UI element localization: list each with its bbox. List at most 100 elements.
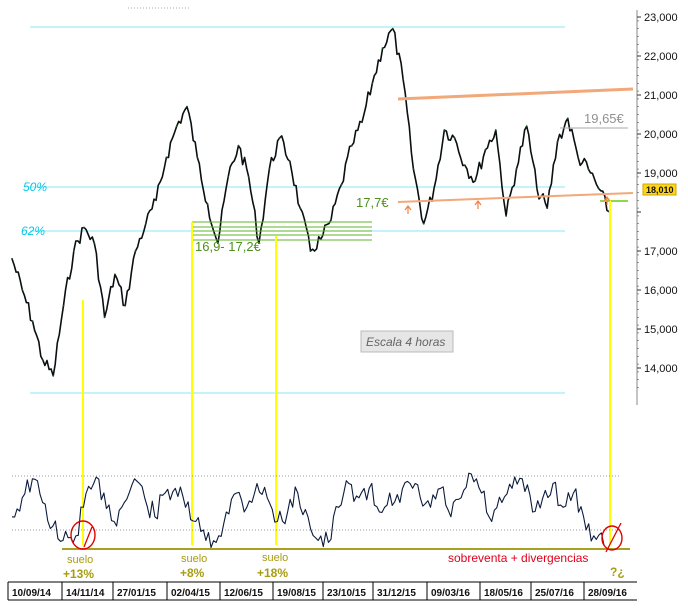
price-point <box>515 168 518 171</box>
low-2-label: suelo <box>181 553 207 565</box>
low-1-gain: +13% <box>63 567 94 581</box>
price-point <box>391 27 394 30</box>
price-point <box>114 273 116 276</box>
y-tick-label: 19,000 <box>644 168 678 180</box>
price-point <box>278 137 281 139</box>
oscillator-panel <box>11 472 630 550</box>
support-zone-label: 16,9- 17,2€ <box>195 239 262 254</box>
price-point <box>443 129 446 132</box>
price-point <box>247 176 250 178</box>
oscillator-line <box>11 472 605 549</box>
price-point <box>134 250 137 252</box>
orange-arrow-0 <box>404 205 412 214</box>
price-point <box>556 140 559 143</box>
price-point <box>597 187 600 190</box>
timeframe-label: Escala 4 horas <box>366 335 445 349</box>
x-tick-label: 18/05/16 <box>484 588 523 599</box>
price-point <box>402 78 404 81</box>
question-mark: ?¿ <box>610 565 625 579</box>
price-point <box>289 160 291 163</box>
last-price-label: 18,010 <box>646 185 674 195</box>
fib-50-label: 50% <box>23 180 47 194</box>
y-axis-ticks: 14,00015,00016,00017,00018,00019,00020,0… <box>637 12 678 388</box>
price-point <box>505 215 507 217</box>
check-mark-2 <box>605 522 622 553</box>
timeframe-label-box <box>360 330 454 353</box>
x-tick-label: 14/11/14 <box>66 588 105 599</box>
price-point <box>237 144 240 147</box>
orange-arrow-2 <box>603 196 611 205</box>
price-point <box>155 199 158 202</box>
x-tick-label: 23/10/15 <box>327 588 366 599</box>
price-point <box>412 168 415 171</box>
price-point <box>536 187 538 190</box>
price-point <box>361 121 363 124</box>
low-3-gain: +18% <box>257 566 288 580</box>
low-2-gain: +8% <box>180 566 205 580</box>
y-tick-label: 17,000 <box>644 246 678 258</box>
price-point <box>52 374 55 377</box>
x-tick-label: 10/09/14 <box>12 588 51 599</box>
price-point <box>422 222 425 225</box>
price-point <box>494 129 497 132</box>
price-point <box>340 183 343 186</box>
price-point <box>83 226 85 229</box>
check-mark-1 <box>83 526 93 548</box>
y-tick-label: 15,000 <box>644 324 678 336</box>
x-tick-label: 25/07/16 <box>535 588 574 599</box>
price-point <box>268 168 271 171</box>
price-point <box>206 203 209 206</box>
price-point <box>453 137 456 139</box>
price-point <box>464 164 466 167</box>
x-tick-label: 19/08/15 <box>277 588 316 599</box>
price-point <box>175 125 178 128</box>
price-point <box>299 207 302 210</box>
price-point <box>124 304 127 307</box>
x-axis-ticks: 10/09/14 14/11/14 27/01/15 02/04/15 12/06/15… <box>7 582 627 600</box>
price-point <box>371 82 374 85</box>
price-point <box>330 218 332 221</box>
price-point <box>484 148 487 151</box>
price-point <box>474 179 477 182</box>
price-point <box>227 176 230 178</box>
x-tick-label: 28/09/16 <box>588 588 627 599</box>
oversold-circle-2 <box>601 525 623 551</box>
price-point <box>566 117 569 120</box>
price-point <box>309 250 312 252</box>
price-point <box>103 316 106 319</box>
y-tick-label: 23,000 <box>644 12 678 24</box>
y-tick-label: 14,000 <box>644 363 678 375</box>
price-point <box>31 320 34 323</box>
y-tick-label: 20,000 <box>644 129 678 141</box>
orange-arrow-1 <box>474 200 482 209</box>
last-price-box <box>642 183 677 196</box>
overlay-lines <box>82 87 634 545</box>
price-point <box>186 105 188 108</box>
oversold-circle-1 <box>70 520 96 550</box>
x-tick-label: 12/06/15 <box>224 588 263 599</box>
channel-top-line <box>397 87 634 101</box>
price-point <box>62 304 65 307</box>
y-tick-label: 16,000 <box>644 285 678 297</box>
y-tick-label: 21,000 <box>644 90 678 102</box>
price-point <box>196 156 199 159</box>
price-point <box>258 242 260 245</box>
price-point <box>72 250 75 252</box>
price-point <box>93 242 96 245</box>
x-tick-label: 02/04/15 <box>171 588 210 599</box>
price-point <box>165 156 168 159</box>
y-tick-label: 22,000 <box>644 51 678 63</box>
price-point <box>525 125 528 128</box>
price-point <box>11 257 13 260</box>
price-point <box>42 359 44 362</box>
price-point <box>381 47 384 50</box>
oversold-note: sobreventa + divergencias <box>448 551 588 565</box>
low-1-label: suelo <box>67 554 93 566</box>
price-point <box>350 144 353 147</box>
price-point <box>433 187 435 190</box>
fib-62-label: 62% <box>21 224 45 238</box>
low-3-label: suelo <box>262 552 288 564</box>
price-point <box>144 222 147 225</box>
